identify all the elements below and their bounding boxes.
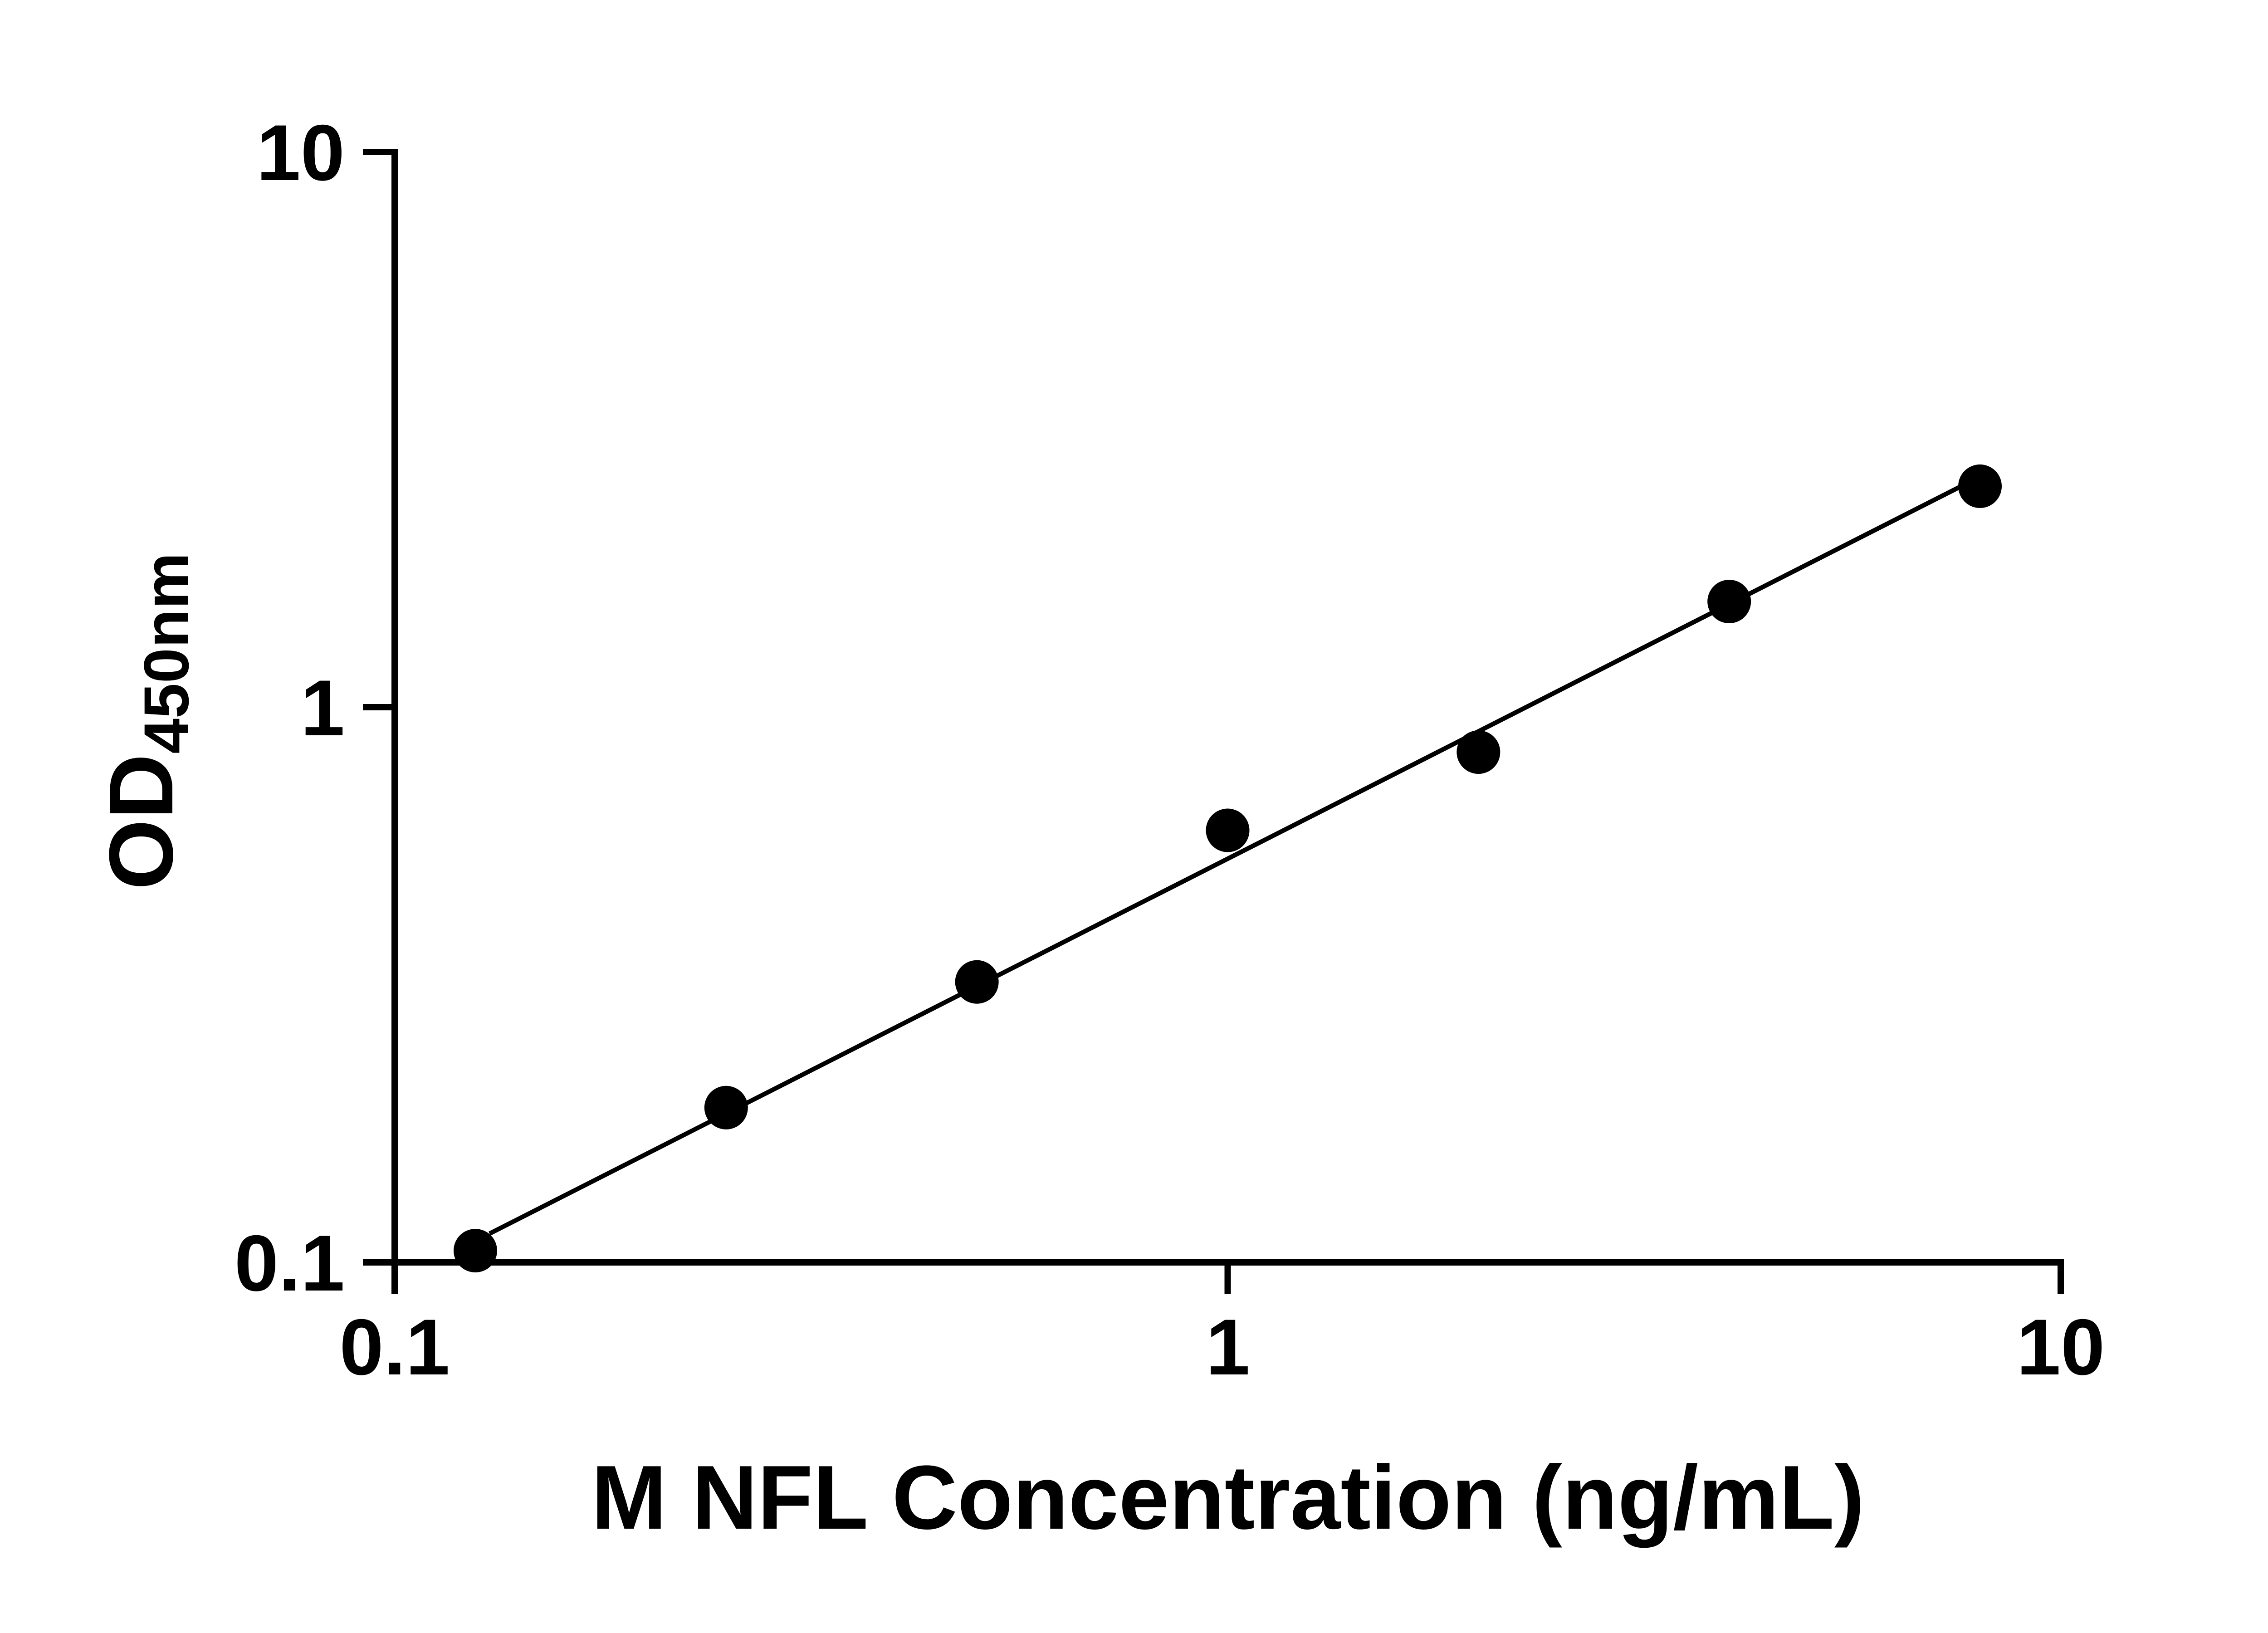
- data-point: [453, 1229, 497, 1273]
- x-tick-label-0-1: 0.1: [339, 1303, 450, 1392]
- x-axis-title: M NFL Concentration (ng/mL): [591, 1447, 1864, 1548]
- data-point: [1707, 580, 1751, 624]
- data-point: [1958, 464, 2002, 508]
- plot-dynamic-layer: [363, 149, 2064, 1294]
- y-tick-label-1: 1: [301, 664, 345, 753]
- data-point: [955, 960, 999, 1004]
- y-tick-label-10: 10: [256, 109, 345, 197]
- y-tick-label-0-1: 0.1: [235, 1219, 345, 1308]
- y-axis-title-main: OD: [91, 754, 192, 890]
- x-tick-label-1: 1: [1206, 1303, 1250, 1392]
- y-axis-title-subscript: 450nm: [131, 552, 202, 754]
- y-axis-title: OD450nm: [91, 552, 202, 890]
- data-point: [704, 1085, 748, 1129]
- data-point: [1206, 808, 1250, 852]
- data-point: [1457, 730, 1501, 774]
- x-tick-label-10: 10: [2017, 1303, 2105, 1392]
